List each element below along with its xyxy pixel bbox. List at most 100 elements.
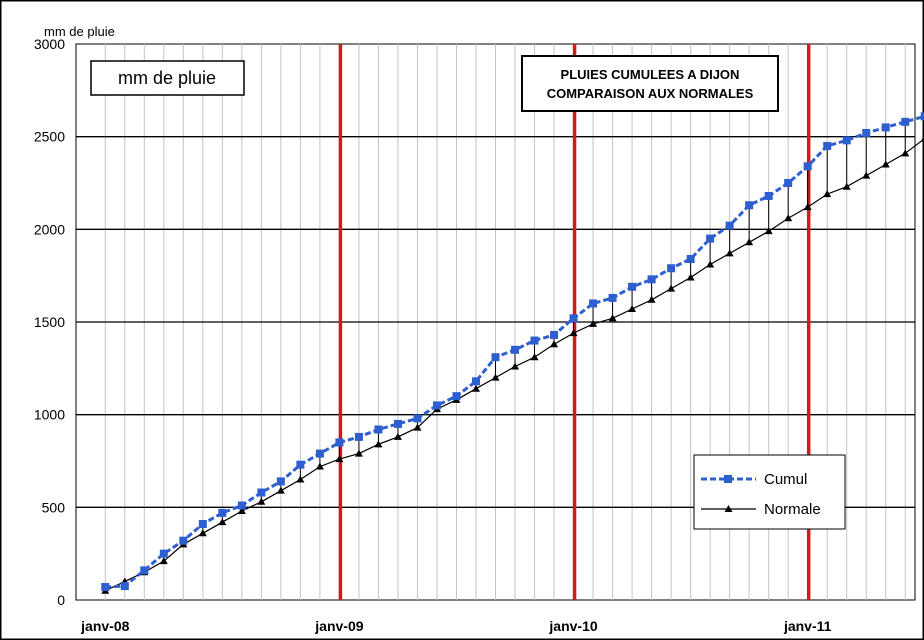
normale-marker [159,557,168,565]
normale-marker [667,284,676,292]
x-tick-label: janv-10 [548,618,597,634]
cumul-marker [120,582,129,591]
normale-marker [511,362,520,370]
normale-marker [628,305,637,313]
normale-marker [315,462,324,470]
normale-marker [237,507,246,515]
cumul-marker [920,112,924,121]
normale-marker [491,373,500,381]
normale-marker [354,449,363,457]
cumul-marker [179,536,188,545]
cumul-marker [862,128,871,137]
cumul-marker [550,330,559,339]
normale-marker [823,190,832,198]
legend-normale-label: Normale [764,501,821,518]
normale-marker [569,329,578,337]
box-label: mm de pluie [90,60,245,96]
x-tick-label: janv-11 [783,618,832,634]
chart-subtitle: COMPARAISON AUX NORMALES [547,86,754,101]
cumul-marker [608,293,617,302]
normale-marker [862,171,871,179]
normale-marker [842,182,851,190]
chart-title-box: PLUIES CUMULEES A DIJON COMPARAISON AUX … [521,55,779,112]
cumul-marker [335,438,344,447]
cumul-marker [803,162,812,171]
cumul-marker [237,501,246,510]
major-gridlines [76,136,915,508]
legend: Cumul Normale [693,454,846,530]
cumul-marker [706,234,715,243]
cumul-marker [159,549,168,558]
cumul-marker [198,520,207,529]
normale-marker [647,295,656,303]
y-tick-label: 500 [42,499,66,515]
x-tick-labels: janv-08 janv-09 janv-10 janv-11 [80,618,831,634]
normale-marker [608,314,617,322]
cumul-marker [432,401,441,410]
cumul-marker [354,432,363,441]
normale-marker [198,529,207,537]
cumul-marker [823,141,832,150]
cumul-marker [589,299,598,308]
cumul-marker [745,201,754,210]
normale-marker [589,319,598,327]
cumul-marker [452,392,461,401]
y-tick-label: 0 [57,592,65,608]
series-markers [101,112,924,594]
cumul-marker [569,314,578,323]
legend-normale-marker [724,505,733,512]
legend-cumul-marker [724,475,732,483]
normale-marker [296,475,305,483]
normale-marker [784,214,793,222]
normale-marker [550,340,559,348]
cumul-marker [471,377,480,386]
legend-cumul-label: Cumul [764,471,807,488]
cumul-marker [315,449,324,458]
normale-marker [745,238,754,246]
y-tick-label: 1000 [34,407,65,423]
box-label-text: mm de pluie [118,68,216,88]
cumul-marker [296,460,305,469]
cumul-marker [276,477,285,486]
normale-marker [881,160,890,168]
normale-marker [725,249,734,257]
normale-marker [686,273,695,281]
normale-marker [257,497,266,505]
normale-marker [764,227,773,235]
cumul-marker [784,179,793,187]
normale-marker [803,203,812,211]
normale-marker [706,260,715,268]
cumul-marker [530,336,539,345]
x-tick-label: janv-09 [314,618,363,634]
cumul-marker [491,353,500,362]
cumul-marker [511,345,520,354]
normale-marker [920,135,924,142]
normale-marker [471,384,480,392]
cumul-marker [686,254,695,263]
y-tick-label: 2000 [34,221,65,237]
cumul-marker [101,583,110,592]
cumul-marker [764,191,773,200]
cumul-marker [881,123,890,132]
normale-marker [413,423,422,431]
normale-marker [530,353,539,361]
normale-marker [393,432,402,440]
cumul-marker [257,488,266,497]
cumul-marker [628,282,637,291]
cumul-marker [901,117,910,126]
normale-marker [335,455,344,463]
normale-marker [374,440,383,448]
cumul-marker [413,414,422,423]
cumul-marker [725,221,734,230]
chart-title: PLUIES CUMULEES A DIJON [561,67,740,82]
cumul-marker [667,264,676,273]
y-tick-label: 3000 [34,36,65,52]
cumul-marker [842,136,851,145]
cumul-marker [393,419,402,428]
normale-marker [218,518,227,526]
x-tick-label: janv-08 [80,618,129,634]
normale-marker [901,149,910,157]
cumul-marker [374,425,383,434]
y-axis-label: mm de pluie [44,24,115,39]
